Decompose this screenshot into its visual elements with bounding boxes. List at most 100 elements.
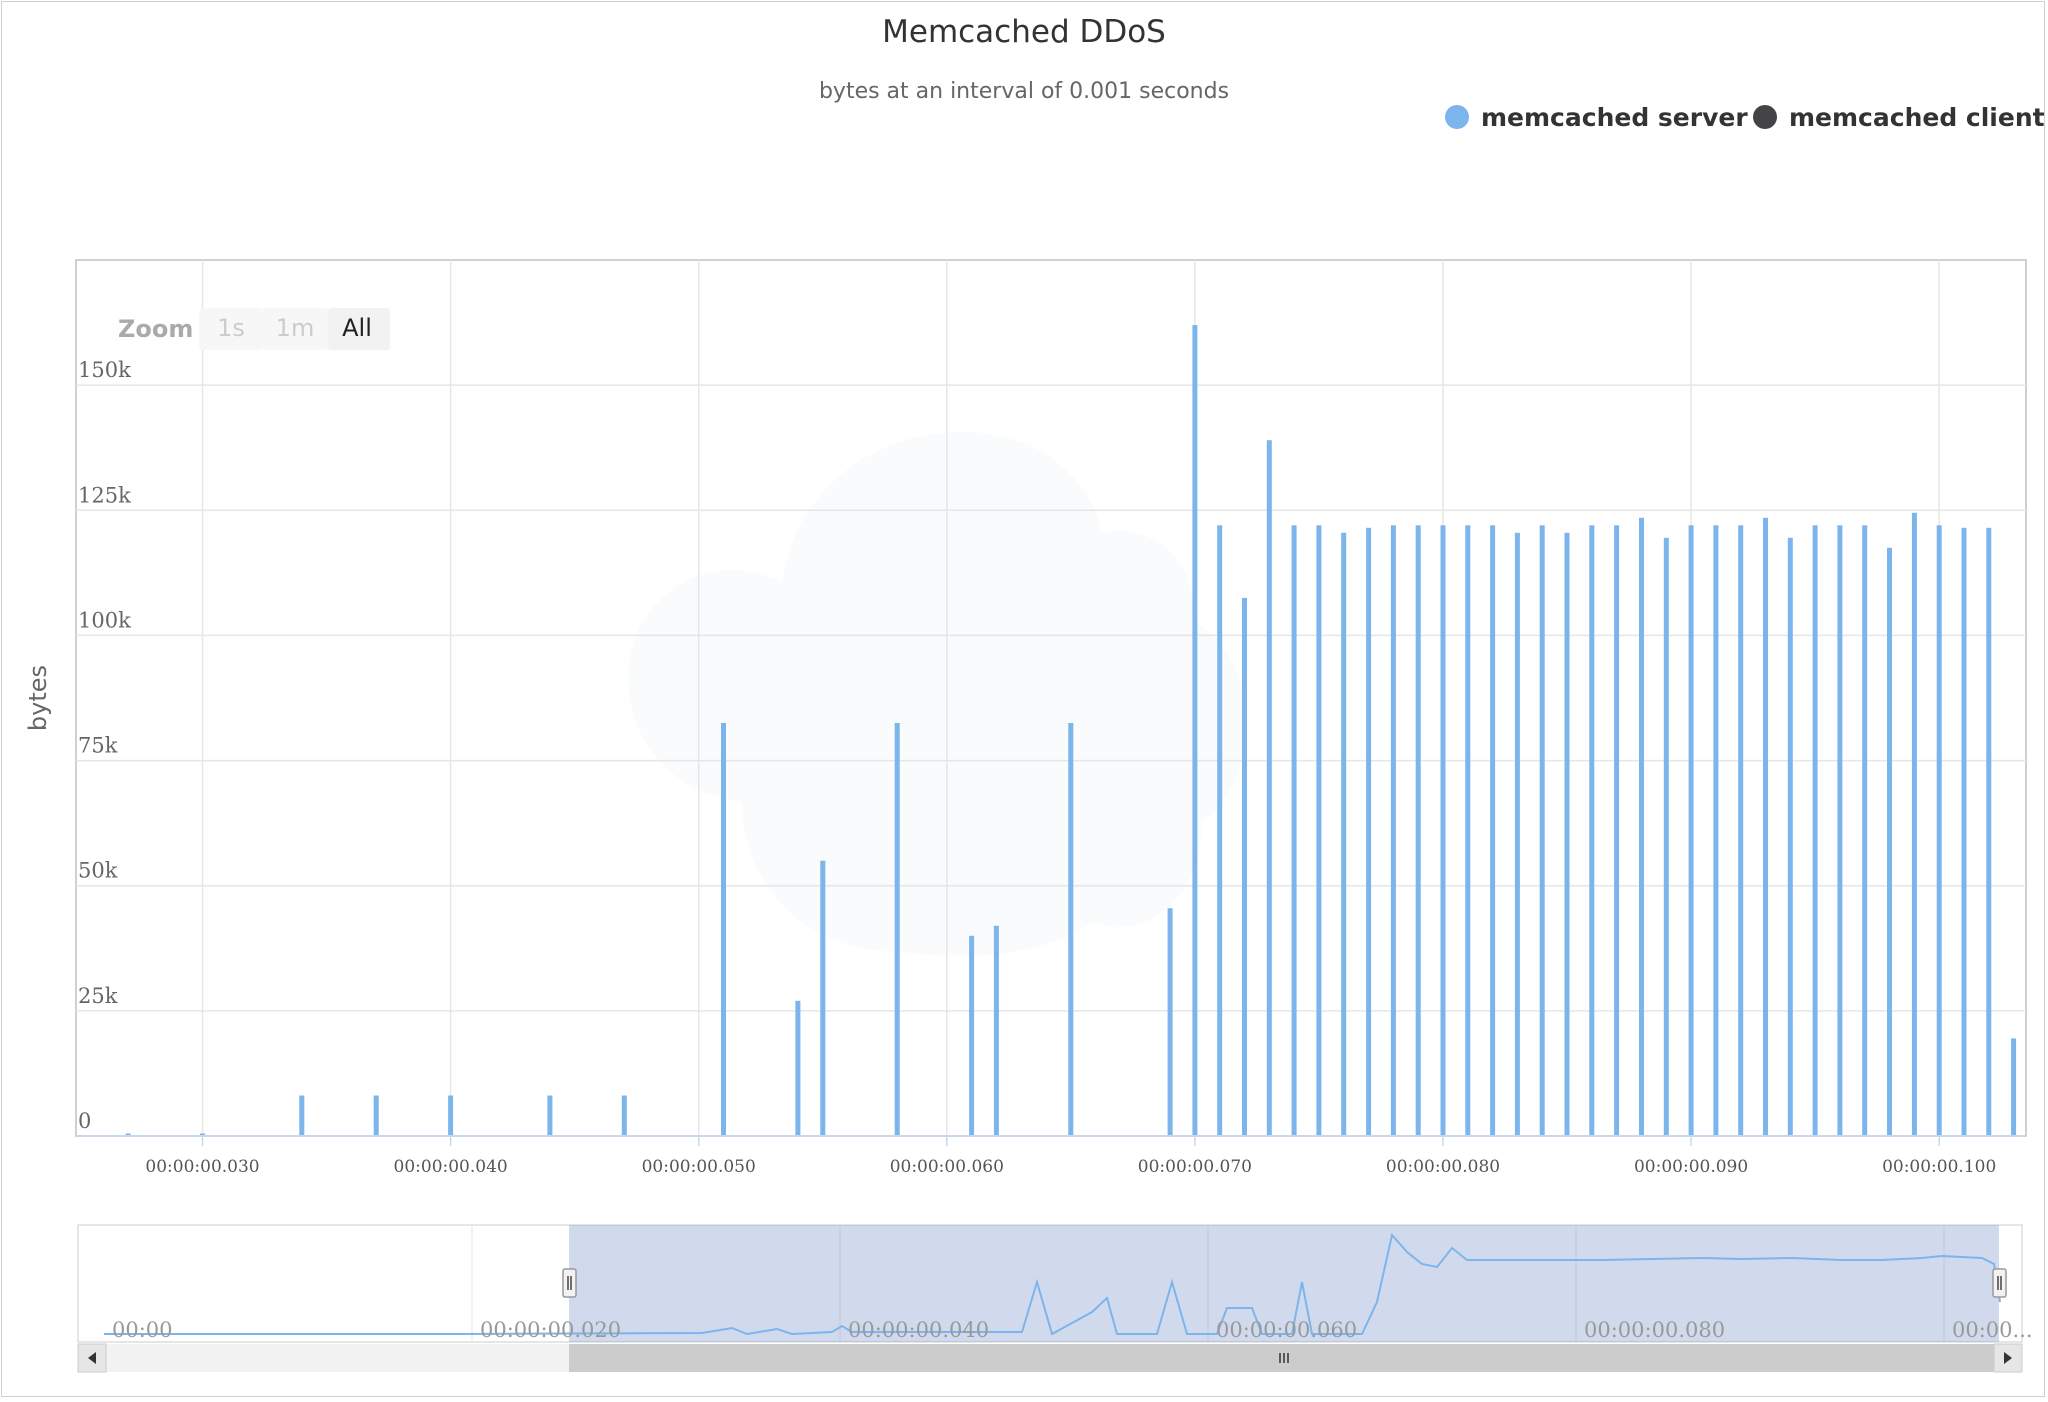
- bar: [2011, 1038, 2017, 1136]
- x-axis-ticks: 00:00:00.030 00:00:00.040 00:00:00.050 00:0…: [76, 1135, 2026, 1177]
- x-tick-label: 00:00:00.070: [1138, 1157, 1252, 1177]
- bar: [125, 1133, 131, 1136]
- scrollbar-thumb[interactable]: [569, 1344, 1999, 1372]
- x-tick-label: 00:00:00.090: [1634, 1157, 1748, 1177]
- scroll-left-button[interactable]: [77, 1343, 107, 1373]
- bar-series-server: [125, 325, 2017, 1137]
- navigator-left-handle-body: [562, 1268, 577, 1298]
- x-tick-label: 00:00:00.040: [394, 1157, 508, 1177]
- zoom-button-all[interactable]: All: [328, 308, 390, 350]
- legend-item-client[interactable]: memcached client: [1753, 103, 2045, 132]
- y-tick-label: 100k: [78, 608, 131, 632]
- bar: [547, 1095, 553, 1136]
- x-tick-label: 00:00:00.030: [145, 1157, 259, 1177]
- navigator[interactable]: 00:00 00:00:00.020 00:00:00.040 00:00:00…: [77, 1224, 2033, 1343]
- bar: [1911, 512, 1917, 1136]
- range-selector: Zoom 1s 1m All: [118, 308, 390, 350]
- navigator-label: 00:00: [112, 1318, 173, 1342]
- bar: [1763, 517, 1768, 1136]
- navigator-label: 00:00:00.040: [848, 1318, 989, 1342]
- bar: [1887, 547, 1892, 1136]
- bar: [1217, 525, 1223, 1136]
- zoom-button-1s[interactable]: 1s: [199, 308, 263, 350]
- legend-marker-server: [1445, 105, 1469, 129]
- navigator-label: 00:00:00.080: [1584, 1318, 1725, 1342]
- x-tick-label: 00:00:00.100: [1882, 1157, 1996, 1177]
- y-tick-label: 0: [78, 1109, 91, 1133]
- navigator-selected-range[interactable]: [569, 1225, 1999, 1342]
- y-tick-label: 150k: [78, 358, 131, 382]
- bar: [448, 1095, 454, 1136]
- bar: [1266, 440, 1272, 1136]
- bar: [200, 1133, 205, 1136]
- navigator-right-handle[interactable]: [1992, 1268, 2007, 1298]
- zoom-button-1m-label: 1m: [276, 314, 315, 342]
- arrow-left-icon: [88, 1352, 96, 1364]
- zoom-button-1m-bg: [263, 308, 328, 350]
- bar: [1341, 532, 1347, 1136]
- x-tick-label: 00:00:00.060: [890, 1157, 1004, 1177]
- bar: [1812, 525, 1818, 1136]
- zoom-button-1s-bg: [199, 308, 263, 350]
- bar: [1539, 525, 1545, 1136]
- bar: [1440, 525, 1446, 1136]
- navigator-label: 00:00:00.020: [480, 1318, 621, 1342]
- scroll-right-button[interactable]: [1993, 1343, 2023, 1373]
- bar: [993, 925, 999, 1136]
- x-tick-label: 00:00:00.080: [1386, 1157, 1500, 1177]
- y-tick-label: 25k: [78, 984, 118, 1008]
- bar: [1167, 908, 1173, 1136]
- bar: [1713, 525, 1719, 1136]
- cloud-watermark-icon: [628, 432, 1246, 956]
- bar: [1242, 597, 1247, 1136]
- zoom-button-all-bg: [328, 308, 390, 350]
- bar: [894, 723, 900, 1136]
- bar: [1688, 525, 1694, 1136]
- bar: [1316, 525, 1322, 1136]
- navigator-left-handle[interactable]: [562, 1268, 577, 1298]
- y-tick-label: 125k: [78, 483, 131, 507]
- scrollbar[interactable]: [77, 1343, 2023, 1373]
- bar: [1415, 525, 1421, 1136]
- bar: [820, 860, 826, 1136]
- navigator-label: 00:00...: [1952, 1318, 2033, 1342]
- bar: [1862, 525, 1868, 1136]
- zoom-label: Zoom: [118, 315, 193, 343]
- zoom-button-1m[interactable]: 1m: [263, 308, 328, 350]
- legend-marker-client: [1753, 105, 1777, 129]
- bar: [299, 1095, 305, 1136]
- chart-subtitle: bytes at an interval of 0.001 seconds: [819, 79, 1229, 104]
- navigator-series-line: [104, 1232, 2001, 1336]
- y-tick-label: 50k: [78, 859, 118, 883]
- bar: [1787, 537, 1793, 1136]
- bar: [1366, 527, 1372, 1136]
- bar: [1390, 525, 1396, 1136]
- bar: [1490, 525, 1496, 1136]
- bar: [795, 1000, 801, 1136]
- bar: [1837, 525, 1843, 1136]
- y-tick-label: 75k: [78, 734, 118, 758]
- navigator-right-handle-body: [1992, 1268, 2007, 1298]
- bar: [721, 723, 726, 1136]
- x-tick-label: 00:00:00.050: [642, 1157, 756, 1177]
- y-axis-title: bytes: [24, 665, 52, 731]
- bar: [1589, 525, 1595, 1136]
- bar: [1663, 537, 1669, 1136]
- navigator-background: [77, 1224, 2023, 1343]
- bar: [373, 1095, 379, 1136]
- bar: [1514, 532, 1520, 1136]
- bar: [1192, 325, 1198, 1137]
- zoom-button-1s-label: 1s: [217, 314, 245, 342]
- bar: [969, 935, 975, 1136]
- scroll-left-button-bg: [77, 1343, 107, 1373]
- legend-item-server[interactable]: memcached server: [1445, 103, 1748, 132]
- bar: [1639, 517, 1644, 1136]
- legend: memcached server memcached client: [1445, 103, 2045, 132]
- bar: [1961, 527, 1967, 1136]
- arrow-right-icon: [2004, 1352, 2012, 1364]
- bar: [1068, 723, 1074, 1136]
- legend-label-client: memcached client: [1789, 103, 2045, 132]
- y-axis-ticks: 0 25k 50k 75k 100k 125k 150k: [78, 358, 131, 1133]
